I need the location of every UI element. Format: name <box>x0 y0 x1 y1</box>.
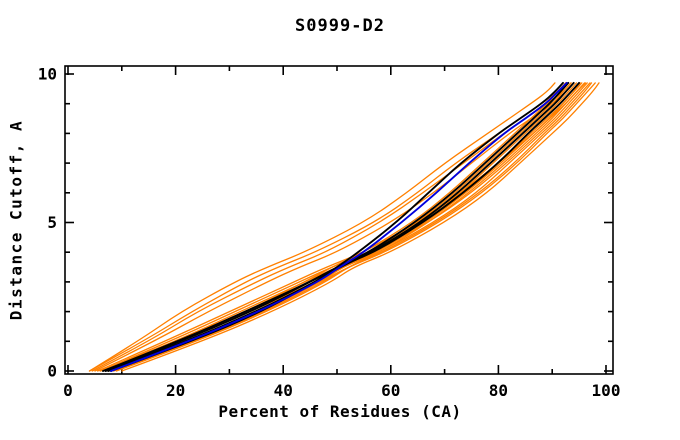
x-axis-label: Percent of Residues (CA) <box>218 402 462 421</box>
x-tick-label: 60 <box>381 381 400 400</box>
y-axis-label: Distance Cutoff, A <box>6 119 26 321</box>
plot-title: S0999-D2 <box>295 16 385 36</box>
x-tick-label: 100 <box>592 381 621 400</box>
curve-black-04 <box>102 81 581 372</box>
curve-orange-16 <box>94 82 575 372</box>
curve-orange-14 <box>88 82 567 372</box>
curve-black-02 <box>104 81 570 372</box>
curve-orange-08 <box>121 82 600 372</box>
y-tick-label: 10 <box>38 65 57 84</box>
curve-orange-11 <box>113 82 593 372</box>
x-tick-label: 80 <box>489 381 508 400</box>
plot-frame <box>64 65 614 375</box>
y-tick-label: 5 <box>47 213 57 232</box>
curve-black-03 <box>107 81 575 372</box>
curve-orange-02 <box>105 82 572 372</box>
x-tick-label: 0 <box>63 381 73 400</box>
curve-orange-13 <box>88 82 556 372</box>
curve-orange-03 <box>110 82 578 372</box>
curve-blue-01 <box>110 81 568 372</box>
x-tick-label: 40 <box>274 381 293 400</box>
curve-orange-09 <box>102 82 588 372</box>
y-tick-label: 0 <box>47 362 57 381</box>
x-tick-label: 20 <box>166 381 185 400</box>
